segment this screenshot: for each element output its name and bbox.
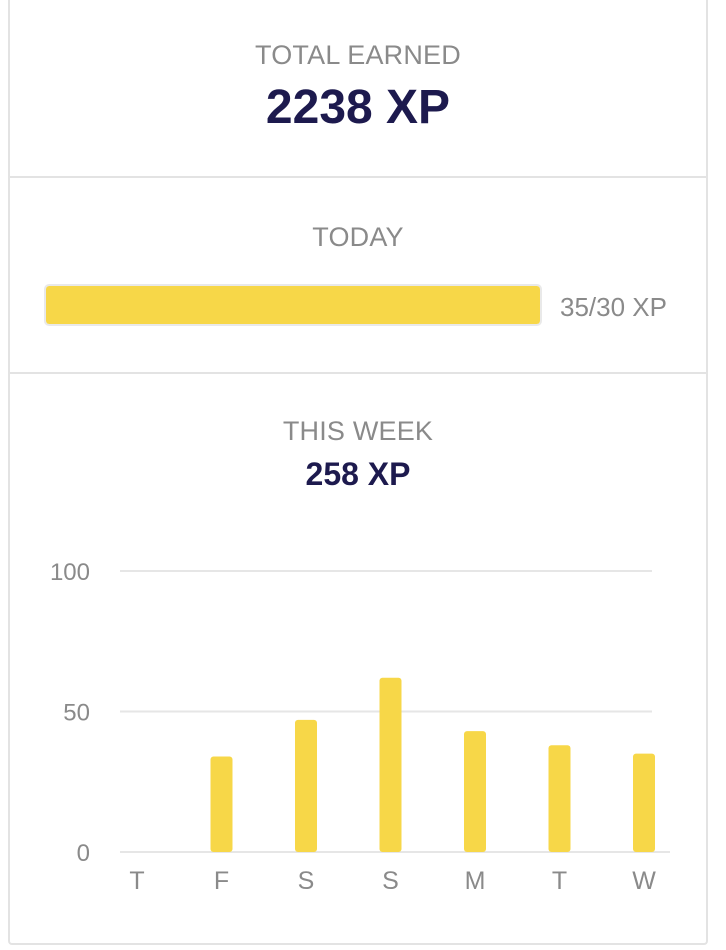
weekly-xp-bar-chart: 0 50 100 T F S S M T W xyxy=(50,559,670,895)
bar xyxy=(633,753,655,852)
total-earned-value: 2238 XP xyxy=(265,81,451,134)
x-tick-label: F xyxy=(214,867,229,895)
x-tick-label: T xyxy=(552,867,567,895)
total-earned-label: TOTAL EARNED xyxy=(255,40,461,70)
bar xyxy=(548,745,571,852)
today-progress-text: 35/30 XP xyxy=(560,292,667,322)
bar xyxy=(210,756,233,852)
total-earned-section: TOTAL EARNED 2238 XP xyxy=(10,0,706,178)
x-tick-label: S xyxy=(298,867,315,895)
this-week-label: THIS WEEK xyxy=(282,416,434,446)
x-tick-label: W xyxy=(632,867,656,895)
x-tick-label: S xyxy=(382,867,399,895)
today-section: TODAY 35/30 XP xyxy=(10,178,706,374)
xp-card: TOTAL EARNED 2238 XP TODAY 35/30 XP THIS… xyxy=(8,0,708,945)
bar xyxy=(379,677,402,852)
this-week-section: THIS WEEK 258 XP 0 50 100 T F S S M T W xyxy=(10,374,706,943)
this-week-value: 258 XP xyxy=(305,456,411,492)
bar xyxy=(295,719,317,852)
x-tick-label: T xyxy=(129,867,144,895)
today-label: TODAY xyxy=(312,222,404,252)
y-tick-label: 100 xyxy=(50,559,90,586)
y-tick-label: 50 xyxy=(63,700,90,727)
y-tick-label: 0 xyxy=(77,840,90,867)
bar xyxy=(464,731,486,852)
today-progress-bar xyxy=(44,284,542,326)
today-progress-fill xyxy=(46,286,540,324)
x-tick-label: M xyxy=(465,867,486,895)
